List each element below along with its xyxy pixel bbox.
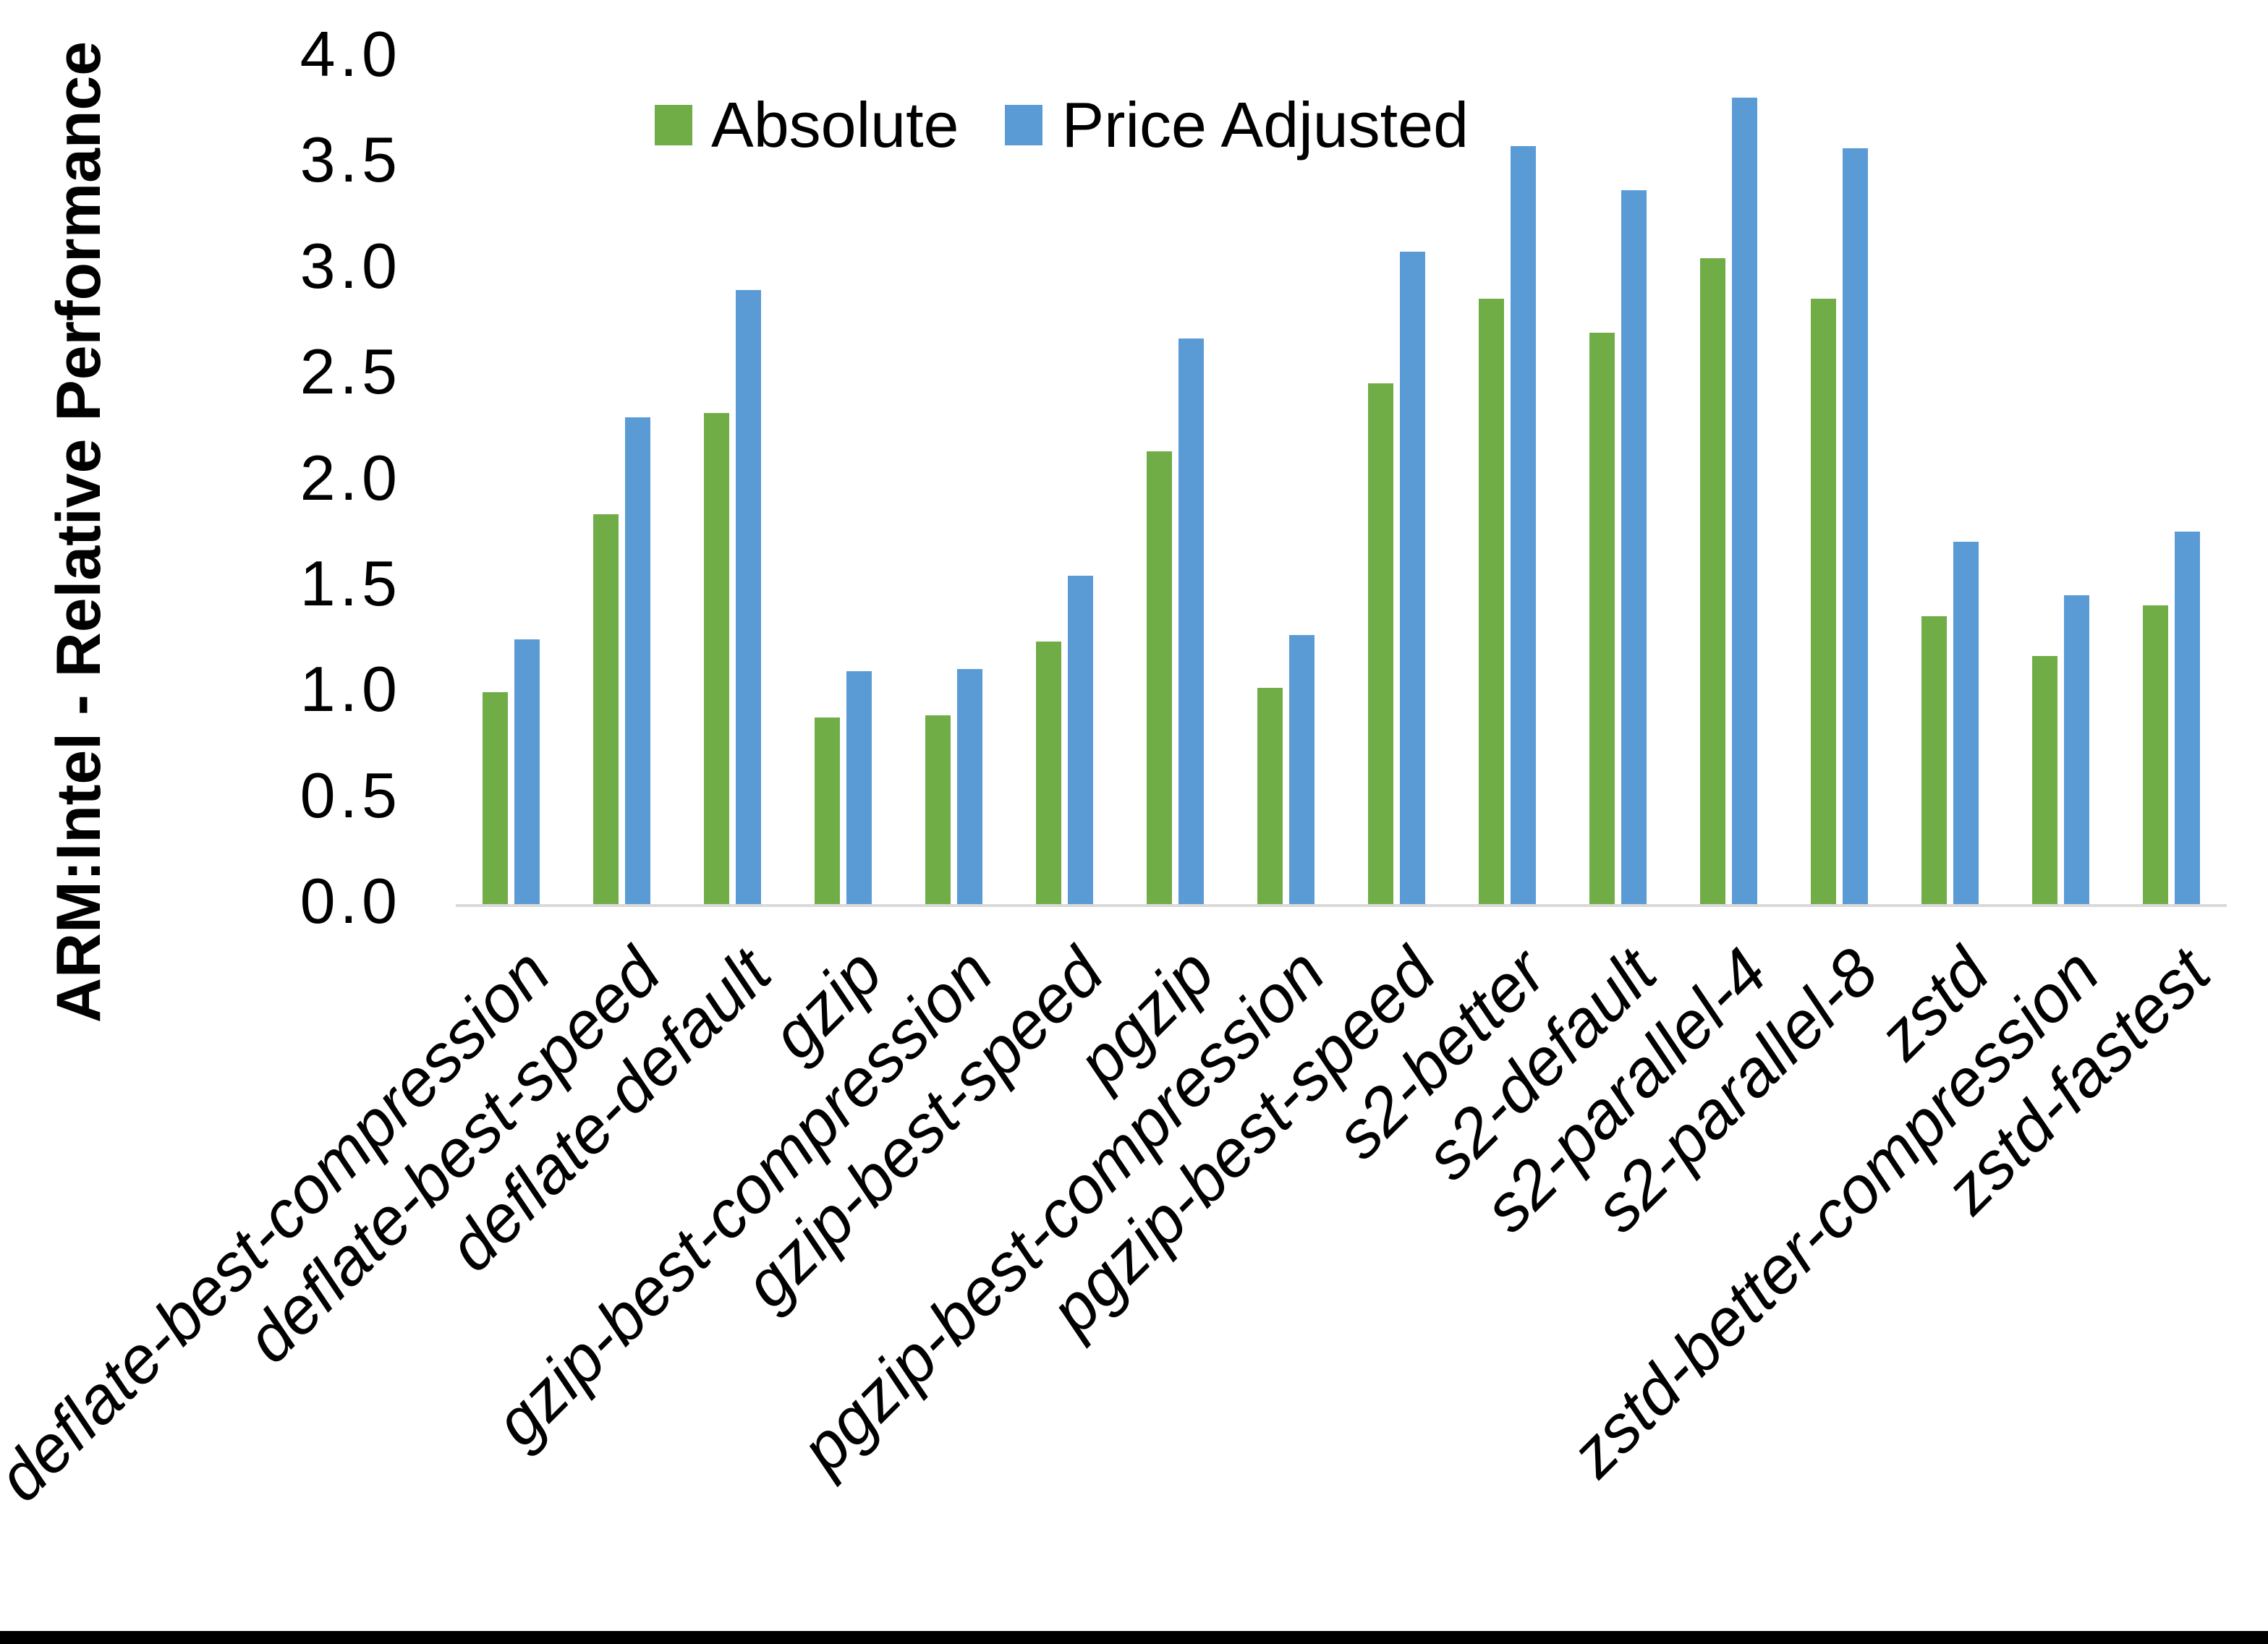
bar-group-deflate-default — [677, 57, 788, 904]
bar-absolute-deflate-best-compression — [483, 692, 508, 904]
bar-price-adjusted-zstd-better-compression — [2064, 595, 2089, 904]
bar-group-zstd-fastest — [2116, 57, 2227, 904]
bar-price-adjusted-pgzip-best-speed — [1400, 252, 1425, 904]
bar-group-s2-parallel-4 — [1673, 57, 1784, 904]
bar-group-s2-parallel-8 — [1784, 57, 1895, 904]
bar-group-deflate-best-speed — [566, 57, 677, 904]
bar-absolute-gzip-best-speed — [1036, 642, 1061, 904]
legend-swatch-price-adjusted — [1005, 105, 1043, 145]
legend-swatch-absolute — [655, 105, 692, 145]
y-tick-label: 4.0 — [300, 17, 402, 90]
legend-item-absolute: Absolute — [655, 88, 959, 162]
bar-absolute-zstd — [1921, 616, 1947, 904]
y-axis-title: ARM:Intel - Relative Performance — [44, 41, 114, 1023]
bar-price-adjusted-gzip-best-speed — [1068, 576, 1093, 904]
bar-group-zstd — [1895, 57, 2005, 904]
bar-group-deflate-best-compression — [456, 57, 566, 904]
y-tick-label: 1.5 — [300, 547, 402, 619]
bar-group-gzip-best-compression — [899, 57, 1009, 904]
bar-price-adjusted-pgzip-best-compression — [1289, 635, 1314, 904]
bar-price-adjusted-zstd-fastest — [2175, 532, 2200, 904]
bar-price-adjusted-deflate-best-speed — [625, 417, 650, 904]
y-tick-label: 2.0 — [300, 441, 402, 514]
y-tick-label: 2.5 — [300, 336, 402, 408]
bar-price-adjusted-s2-default — [1621, 190, 1647, 904]
y-tick-label: 3.0 — [300, 229, 402, 302]
bar-group-pgzip-best-compression — [1231, 57, 1341, 904]
y-tick-label: 0.0 — [300, 864, 402, 937]
bar-group-gzip-best-speed — [1009, 57, 1120, 904]
bar-price-adjusted-s2-better — [1511, 146, 1536, 904]
bar-price-adjusted-gzip-best-compression — [957, 669, 982, 904]
bar-absolute-zstd-fastest — [2143, 605, 2168, 904]
y-axis-title-area: ARM:Intel - Relative Performance — [18, 41, 141, 1022]
bar-price-adjusted-deflate-best-compression — [514, 639, 540, 904]
bar-price-adjusted-pgzip — [1178, 338, 1204, 904]
bar-absolute-gzip-best-compression — [925, 715, 951, 904]
bar-group-s2-default — [1563, 57, 1673, 904]
bar-absolute-pgzip-best-speed — [1368, 383, 1393, 904]
legend-item-price-adjusted: Price Adjusted — [1005, 88, 1469, 162]
bar-group-s2-better — [1452, 57, 1563, 904]
bar-price-adjusted-gzip — [846, 671, 872, 904]
bar-absolute-deflate-default — [704, 413, 729, 904]
legend-label-price-adjusted: Price Adjusted — [1061, 89, 1469, 161]
y-tick-label: 3.5 — [300, 124, 402, 196]
bar-price-adjusted-deflate-default — [736, 290, 761, 904]
bar-absolute-s2-parallel-8 — [1811, 299, 1836, 904]
bar-price-adjusted-s2-parallel-8 — [1843, 148, 1868, 904]
bar-absolute-s2-default — [1589, 333, 1615, 904]
bar-absolute-deflate-best-speed — [593, 514, 619, 904]
bottom-border-bar — [0, 1631, 2268, 1644]
bar-absolute-s2-parallel-4 — [1700, 258, 1725, 904]
bar-group-pgzip-best-speed — [1341, 57, 1452, 904]
plot-area — [456, 57, 2227, 907]
y-tick-label: 1.0 — [300, 653, 402, 725]
bar-absolute-zstd-better-compression — [2032, 656, 2057, 904]
bar-price-adjusted-s2-parallel-4 — [1732, 98, 1757, 904]
bar-group-pgzip — [1120, 57, 1231, 904]
bar-absolute-pgzip-best-compression — [1257, 688, 1283, 904]
bar-absolute-pgzip — [1147, 451, 1172, 904]
bar-absolute-gzip — [815, 717, 840, 904]
legend: Absolute Price Adjusted — [655, 88, 1469, 162]
bar-group-gzip — [788, 57, 899, 904]
bar-price-adjusted-zstd — [1953, 542, 1979, 904]
y-tick-label: 0.5 — [300, 759, 402, 831]
legend-label-absolute: Absolute — [711, 89, 959, 161]
bar-group-zstd-better-compression — [2005, 57, 2116, 904]
bar-absolute-s2-better — [1479, 299, 1504, 904]
